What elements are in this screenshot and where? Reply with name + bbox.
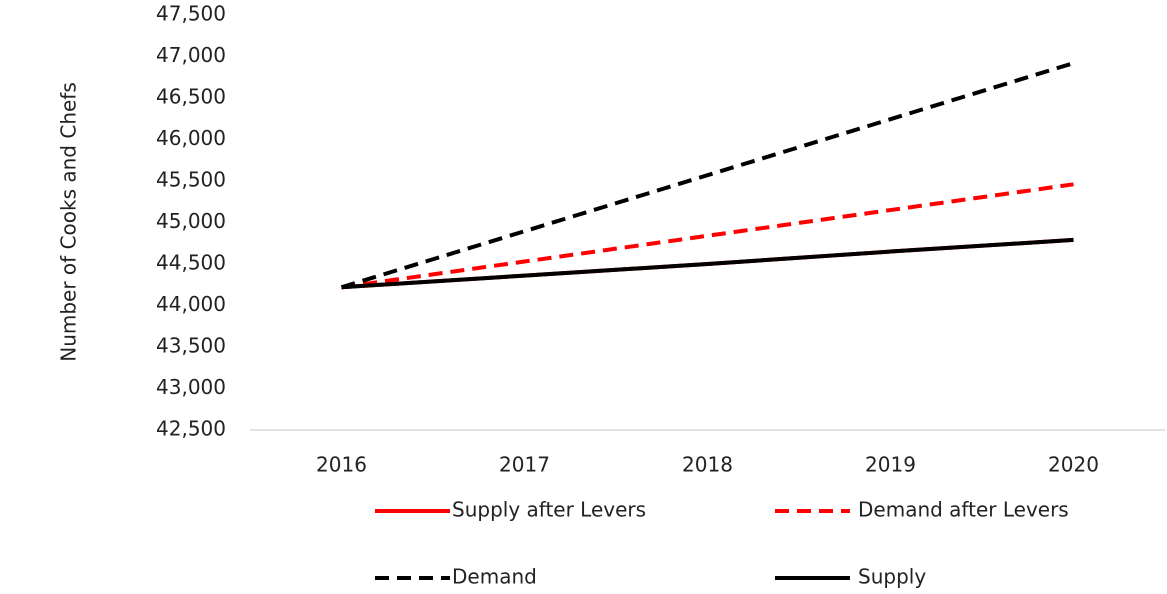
x-tick-label: 2016 (316, 453, 367, 477)
y-tick-label: 47,500 (156, 2, 226, 26)
series-line (340, 61, 1075, 290)
y-tick-label: 44,500 (156, 251, 226, 275)
x-tick-label: 2020 (1048, 453, 1099, 477)
series-line (341, 182, 1074, 290)
y-tick-label: 43,000 (156, 375, 226, 399)
x-tick-label: 2019 (865, 453, 916, 477)
legend-label: Demand after Levers (858, 498, 1069, 522)
y-tick-label: 46,000 (156, 126, 226, 150)
x-tick-label: 2017 (499, 453, 550, 477)
legend-label: Supply after Levers (452, 498, 646, 522)
y-axis-label: Number of Cooks and Chefs (57, 82, 81, 362)
legend-label: Supply (858, 565, 926, 589)
y-tick-label: 47,000 (156, 43, 226, 67)
y-tick-label: 45,000 (156, 209, 226, 233)
y-tick-label: 43,500 (156, 334, 226, 358)
y-tick-label: 45,500 (156, 168, 226, 192)
series-line (341, 237, 1074, 290)
y-tick-label: 46,500 (156, 85, 226, 109)
x-tick-label: 2018 (682, 453, 733, 477)
y-tick-label: 42,500 (156, 417, 226, 441)
y-tick-label: 44,000 (156, 292, 226, 316)
legend-label: Demand (452, 565, 537, 589)
